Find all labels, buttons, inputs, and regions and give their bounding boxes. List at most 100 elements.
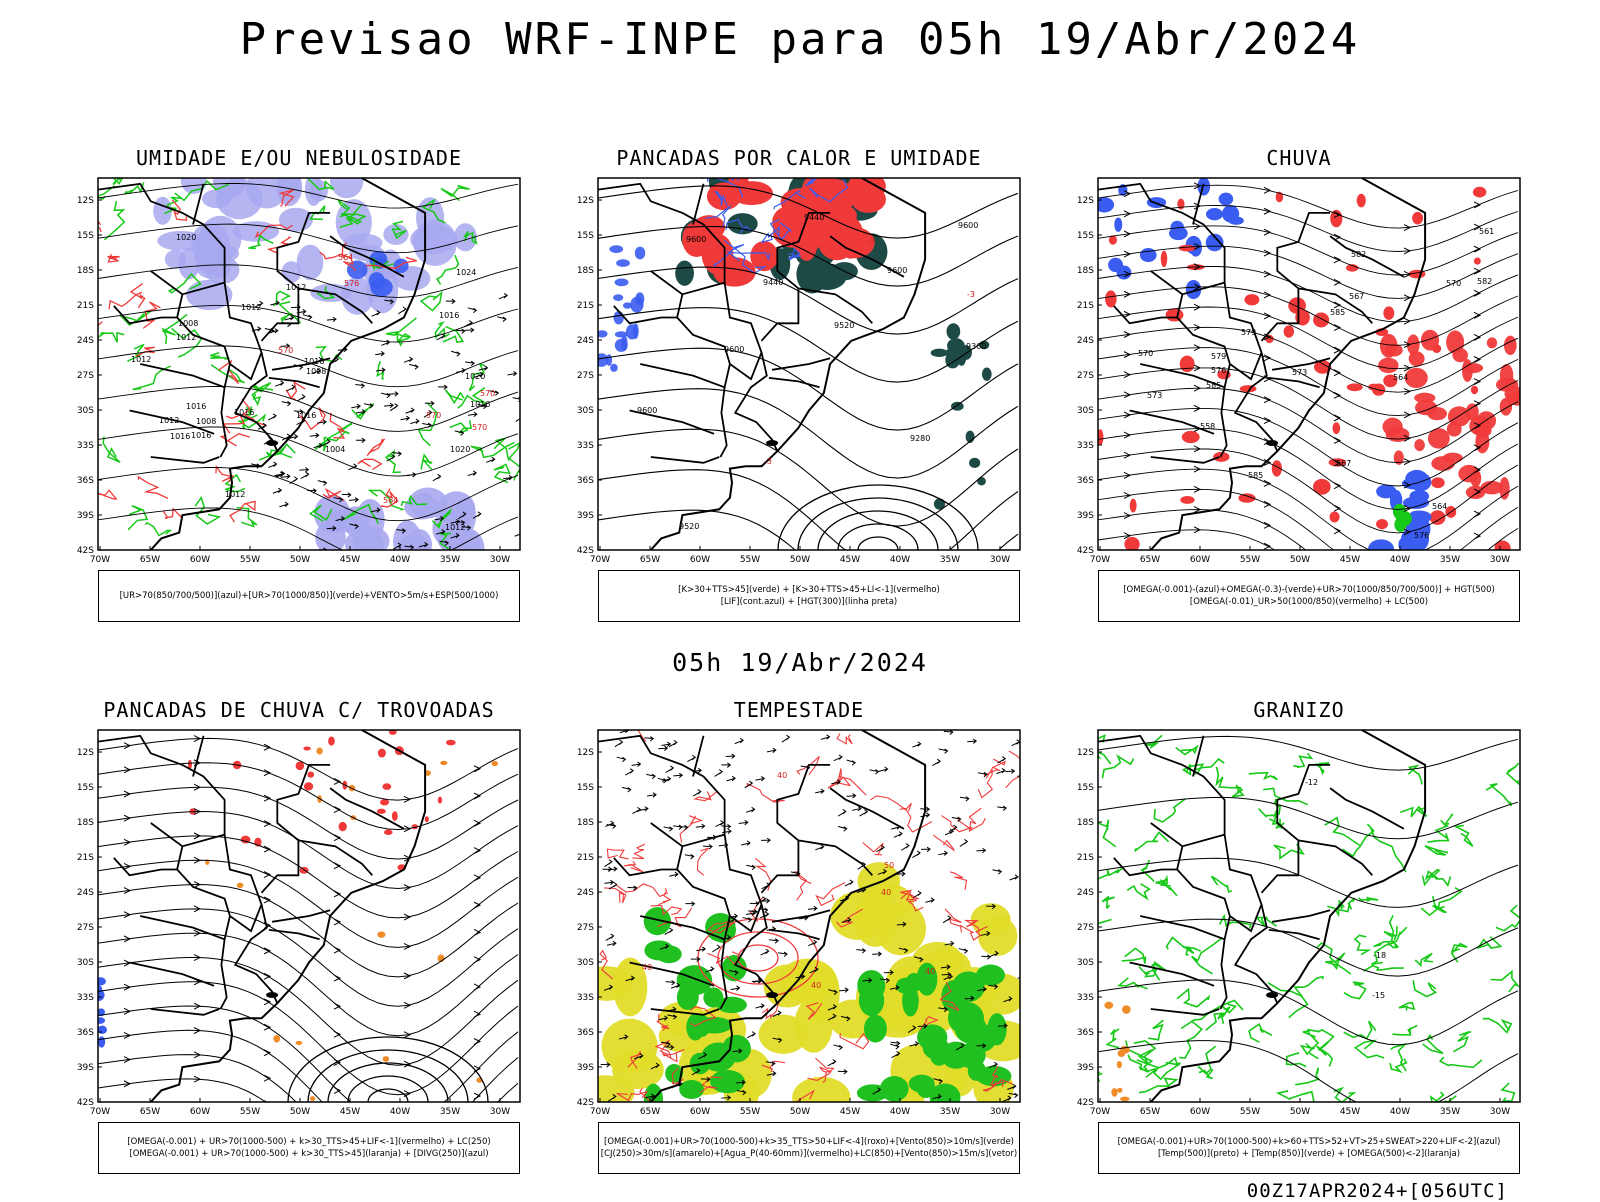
lat-tick-label: 24S [77,888,94,898]
contour-line [110,174,124,184]
streamline-arrow [1474,312,1480,318]
contour-line [1212,876,1232,892]
lat-tick-label: 18S [1077,266,1094,276]
lon-tick-label: 55W [740,1107,760,1117]
wind-vector [912,742,920,747]
field-blob [615,279,629,287]
wind-vector [943,916,951,923]
lon-tick-label: 40W [890,555,910,565]
contour-line [1384,926,1397,940]
field-blob [1447,422,1462,437]
wind-vector [715,770,723,777]
field-blob [1111,1088,1117,1097]
contour-line [421,455,432,470]
field-blob [675,260,694,285]
field-blob [178,248,199,280]
field-blob [969,458,980,468]
contour-line [92,333,124,343]
field-blob [1329,511,1339,522]
contour-label: 576 [344,279,359,288]
field-blob [679,1080,704,1099]
contour-label: -15 [1372,991,1385,1000]
contour-line [1491,972,1519,993]
streamline-arrow [334,919,340,925]
contour-line [1107,1029,1119,1048]
contour-label: -3 [764,457,772,466]
streamline-arrow [264,1024,270,1030]
lon-tick-label: 40W [890,1107,910,1117]
lon-tick-label: 65W [640,555,660,565]
lat-tick-label: 27S [577,923,594,933]
lon-tick-label: 50W [290,555,310,565]
height-contour [1098,226,1518,275]
wind-vector [838,809,846,816]
field-blob [717,997,747,1013]
contour-line [445,390,464,403]
contour-line [224,415,244,433]
streamline-arrow [1474,268,1480,274]
field-blob [1114,217,1122,231]
field-blob [1471,386,1478,395]
height-contour [98,933,518,1036]
streamline-arrow [334,863,340,869]
contour-label: 567 [1336,459,1351,468]
field-blob [978,916,1017,956]
field-blob [614,311,624,324]
height-contour [98,787,518,859]
contour-line [1413,980,1436,996]
legend-line: [OMEGA(-0.01)_UR>50(1000/850)(vermelho) … [1099,596,1519,608]
legend-box: [OMEGA(-0.001)-(azul)+OMEGA(-0.3)-(verde… [1098,570,1520,622]
wind-vector [821,735,830,740]
contour-line [1390,1058,1406,1071]
field-blob [1357,194,1366,208]
lat-tick-label: 21S [77,301,94,311]
contour-label: 1008 [178,319,198,328]
field-blob [1219,193,1234,206]
field-blob [864,1015,887,1043]
contour-label: 9600 [958,221,978,230]
lat-tick-label: 30S [1077,406,1094,416]
lat-tick-label: 36S [77,476,94,486]
wind-vector [739,820,748,825]
contour-label: 1012 [241,303,261,312]
field-blob [216,179,263,219]
field-blob [328,736,335,745]
field-blob [237,883,244,888]
lon-tick-label: 70W [590,1107,610,1117]
wind-vector [451,351,460,356]
field-blob [656,945,682,963]
field-blob [98,1036,105,1047]
contour-line [1122,948,1146,963]
wind-vector [960,839,967,846]
lat-tick-label: 15S [77,783,94,793]
lat-tick-label: 30S [77,958,94,968]
contour-line [386,451,401,472]
height-contour [98,909,518,1006]
lat-tick-label: 12S [1077,748,1094,758]
wind-vector [726,776,735,781]
border-line [1272,910,1330,922]
lagoon [1266,992,1278,998]
field-blob [394,258,409,273]
field-blob [1431,456,1455,471]
lon-tick-label: 35W [1440,1107,1460,1117]
wind-vector [617,757,626,762]
wind-vector [372,311,380,317]
wind-vector [499,293,507,299]
field-blob [1347,383,1363,391]
contour-line [1206,1013,1225,1030]
wind-vector [845,880,853,886]
wind-vector [870,770,879,775]
lon-tick-label: 30W [490,555,510,565]
wind-vector [673,825,682,830]
contour-line [1391,1044,1406,1071]
lon-tick-label: 30W [990,555,1010,565]
wind-vector [687,755,695,761]
contour-label: 570 [278,346,293,355]
lat-tick-label: 21S [1077,301,1094,311]
field-blob [378,749,386,758]
field-blob [1412,212,1423,225]
field-blob [407,529,432,560]
wind-vector [847,794,856,799]
contour-label: 564 [1432,502,1447,511]
